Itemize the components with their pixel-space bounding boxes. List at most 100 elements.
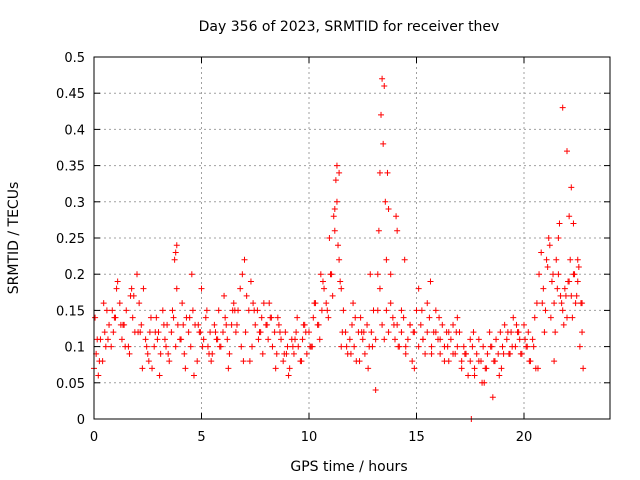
data-point bbox=[237, 285, 244, 292]
data-point bbox=[198, 285, 205, 292]
data-point bbox=[394, 227, 401, 234]
data-point bbox=[246, 358, 253, 365]
axis-ticks: 0 0.05 0.1 0.15 0.2 0.25 0.3 0.35 0.4 0.45 0.5 0 5 10… bbox=[56, 51, 610, 445]
data-point bbox=[402, 350, 409, 357]
data-point bbox=[100, 300, 107, 307]
data-point bbox=[302, 329, 309, 336]
data-point bbox=[172, 343, 179, 350]
data-point bbox=[113, 285, 120, 292]
data-point bbox=[257, 329, 264, 336]
data-point bbox=[315, 321, 322, 328]
data-point bbox=[331, 206, 338, 213]
data-point bbox=[576, 343, 583, 350]
data-point bbox=[181, 350, 188, 357]
data-point bbox=[554, 285, 561, 292]
data-point bbox=[486, 329, 493, 336]
data-point bbox=[571, 271, 578, 278]
data-point bbox=[566, 213, 573, 220]
data-point bbox=[293, 329, 300, 336]
data-point bbox=[375, 227, 382, 234]
data-point bbox=[130, 292, 137, 299]
data-point bbox=[540, 285, 547, 292]
data-point bbox=[271, 329, 278, 336]
data-points bbox=[91, 75, 587, 422]
data-point bbox=[573, 292, 580, 299]
data-point bbox=[226, 350, 233, 357]
data-point bbox=[329, 292, 336, 299]
data-point bbox=[522, 336, 529, 343]
data-point bbox=[575, 263, 582, 270]
data-point bbox=[173, 242, 180, 249]
data-point bbox=[491, 358, 498, 365]
data-point bbox=[393, 213, 400, 220]
data-point bbox=[383, 256, 390, 263]
data-point bbox=[339, 329, 346, 336]
data-point bbox=[351, 343, 358, 350]
data-point bbox=[332, 177, 339, 184]
y-tick-label: 0.05 bbox=[56, 377, 85, 392]
data-point bbox=[444, 343, 451, 350]
data-point bbox=[480, 343, 487, 350]
data-point bbox=[118, 336, 125, 343]
data-point bbox=[231, 307, 238, 314]
data-point bbox=[526, 358, 533, 365]
data-point bbox=[180, 321, 187, 328]
data-point bbox=[454, 343, 461, 350]
data-point bbox=[572, 300, 579, 307]
data-point bbox=[169, 307, 176, 314]
data-point bbox=[190, 372, 197, 379]
data-point bbox=[401, 256, 408, 263]
y-tick-label: 0.35 bbox=[56, 160, 85, 175]
data-point bbox=[165, 350, 172, 357]
data-point bbox=[110, 329, 117, 336]
data-point bbox=[369, 343, 376, 350]
data-point bbox=[187, 343, 194, 350]
data-point bbox=[458, 365, 465, 372]
data-point bbox=[310, 314, 317, 321]
data-point bbox=[94, 336, 101, 343]
data-point bbox=[239, 271, 246, 278]
data-point bbox=[558, 300, 565, 307]
data-point bbox=[503, 336, 510, 343]
data-point bbox=[413, 307, 420, 314]
data-point bbox=[402, 343, 409, 350]
data-point bbox=[330, 213, 337, 220]
data-point bbox=[207, 329, 214, 336]
data-point bbox=[553, 256, 560, 263]
data-point bbox=[299, 336, 306, 343]
data-point bbox=[417, 321, 424, 328]
data-point bbox=[567, 256, 574, 263]
y-tick-label: 0.15 bbox=[56, 304, 85, 319]
data-point bbox=[436, 314, 443, 321]
data-point bbox=[450, 321, 457, 328]
data-point bbox=[555, 271, 562, 278]
data-point bbox=[376, 169, 383, 176]
data-point bbox=[336, 256, 343, 263]
data-point bbox=[364, 321, 371, 328]
data-point bbox=[258, 314, 265, 321]
data-point bbox=[149, 365, 156, 372]
data-point bbox=[103, 307, 110, 314]
data-point bbox=[579, 300, 586, 307]
data-point bbox=[398, 307, 405, 314]
data-point bbox=[497, 329, 504, 336]
data-point bbox=[424, 329, 431, 336]
data-point bbox=[116, 300, 123, 307]
data-point bbox=[202, 314, 209, 321]
data-point bbox=[525, 329, 532, 336]
data-point bbox=[186, 314, 193, 321]
y-tick-label: 0.45 bbox=[56, 87, 85, 102]
data-point bbox=[197, 329, 204, 336]
y-tick-label: 0 bbox=[77, 413, 85, 428]
data-point bbox=[280, 358, 287, 365]
data-point bbox=[232, 329, 239, 336]
data-point bbox=[548, 278, 555, 285]
data-point bbox=[108, 343, 115, 350]
data-point bbox=[559, 307, 566, 314]
data-point bbox=[415, 285, 422, 292]
data-point bbox=[562, 292, 569, 299]
data-point bbox=[379, 321, 386, 328]
data-point bbox=[259, 350, 266, 357]
data-point bbox=[214, 336, 221, 343]
data-point bbox=[204, 343, 211, 350]
